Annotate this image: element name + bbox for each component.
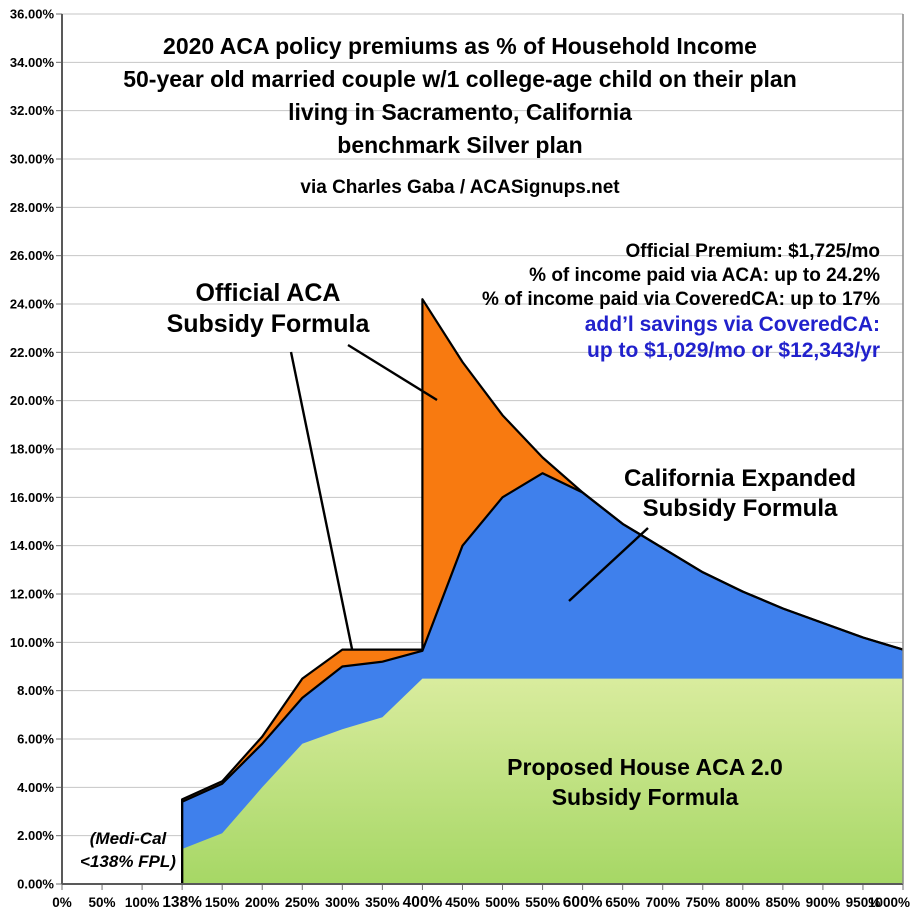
- x-tick-label: 650%: [605, 895, 640, 910]
- y-tick-label: 0.00%: [17, 877, 54, 892]
- label-official-aca: Official ACA Subsidy Formula: [166, 279, 370, 338]
- x-tick-label: 150%: [205, 895, 240, 910]
- y-tick-label: 10.00%: [10, 635, 55, 650]
- x-tick-label: 138%: [162, 894, 202, 911]
- x-tick-label: 750%: [685, 895, 720, 910]
- title-line-1: 2020 ACA policy premiums as % of Househo…: [163, 33, 757, 59]
- label-california-expanded: California Expanded Subsidy Formula: [623, 465, 857, 522]
- y-tick-label: 4.00%: [17, 780, 54, 795]
- y-tick-label: 34.00%: [10, 55, 55, 70]
- x-tick-label: 350%: [365, 895, 400, 910]
- stat-aca-percent: % of income paid via ACA: up to 24.2%: [529, 265, 880, 286]
- x-tick-label: 100%: [125, 895, 160, 910]
- leader-line: [568, 527, 649, 602]
- x-tick-label: 0%: [52, 895, 72, 910]
- leader-line: [289, 351, 354, 650]
- label-medical: (Medi-Cal <138% FPL): [80, 829, 176, 871]
- y-tick-label: 16.00%: [10, 490, 55, 505]
- x-tick-label: 50%: [89, 895, 116, 910]
- y-tick-label: 18.00%: [10, 442, 55, 457]
- y-tick-label: 30.00%: [10, 152, 55, 167]
- y-tick-label: 12.00%: [10, 587, 55, 602]
- x-tick-label: 450%: [445, 895, 480, 910]
- y-tick-label: 36.00%: [10, 7, 55, 22]
- y-tick-label: 32.00%: [10, 103, 55, 118]
- x-tick-label: 900%: [806, 895, 841, 910]
- y-tick-label: 28.00%: [10, 200, 55, 215]
- credit-line: via Charles Gaba / ACASignups.net: [300, 177, 620, 198]
- y-tick-label: 20.00%: [10, 393, 55, 408]
- outline-official-aca: [181, 298, 904, 885]
- leader-line: [347, 343, 438, 402]
- x-tick-label: 950%: [846, 895, 881, 910]
- stat-savings-label: add’l savings via CoveredCA:: [584, 313, 880, 336]
- title-line-4: benchmark Silver plan: [337, 132, 583, 158]
- y-tick-label: 24.00%: [10, 297, 55, 312]
- y-tick-label: 8.00%: [17, 683, 54, 698]
- x-tick-label: 700%: [645, 895, 680, 910]
- x-tick-label: 200%: [245, 895, 280, 910]
- title-line-2: 50-year old married couple w/1 college-a…: [123, 66, 797, 92]
- chart-title: 2020 ACA policy premiums as % of Househo…: [120, 30, 800, 162]
- y-tick-label: 6.00%: [17, 732, 54, 747]
- x-tick-label: 500%: [485, 895, 520, 910]
- x-tick-label: 1000%: [868, 895, 910, 910]
- y-tick-label: 2.00%: [17, 828, 54, 843]
- y-tick-label: 14.00%: [10, 538, 55, 553]
- y-tick-label: 26.00%: [10, 248, 55, 263]
- stat-coveredca-percent: % of income paid via CoveredCA: up to 17…: [481, 289, 880, 310]
- x-tick-label: 850%: [766, 895, 801, 910]
- x-tick-label: 400%: [403, 894, 443, 911]
- x-tick-label: 800%: [726, 895, 761, 910]
- x-tick-label: 550%: [525, 895, 560, 910]
- premium-stats-block: Official Premium: $1,725/mo % of income …: [320, 240, 880, 364]
- stat-official-premium: Official Premium: $1,725/mo: [625, 241, 881, 262]
- stat-savings-amount: up to $1,029/mo or $12,343/yr: [587, 339, 880, 362]
- area-house-aca2: [182, 678, 904, 884]
- title-line-3: living in Sacramento, California: [288, 99, 632, 125]
- x-tick-label: 250%: [285, 895, 320, 910]
- x-tick-label: 600%: [563, 894, 603, 911]
- label-house-aca2: Proposed House ACA 2.0 Subsidy Formula: [507, 754, 783, 810]
- x-tick-label: 300%: [325, 895, 360, 910]
- y-tick-label: 22.00%: [10, 345, 55, 360]
